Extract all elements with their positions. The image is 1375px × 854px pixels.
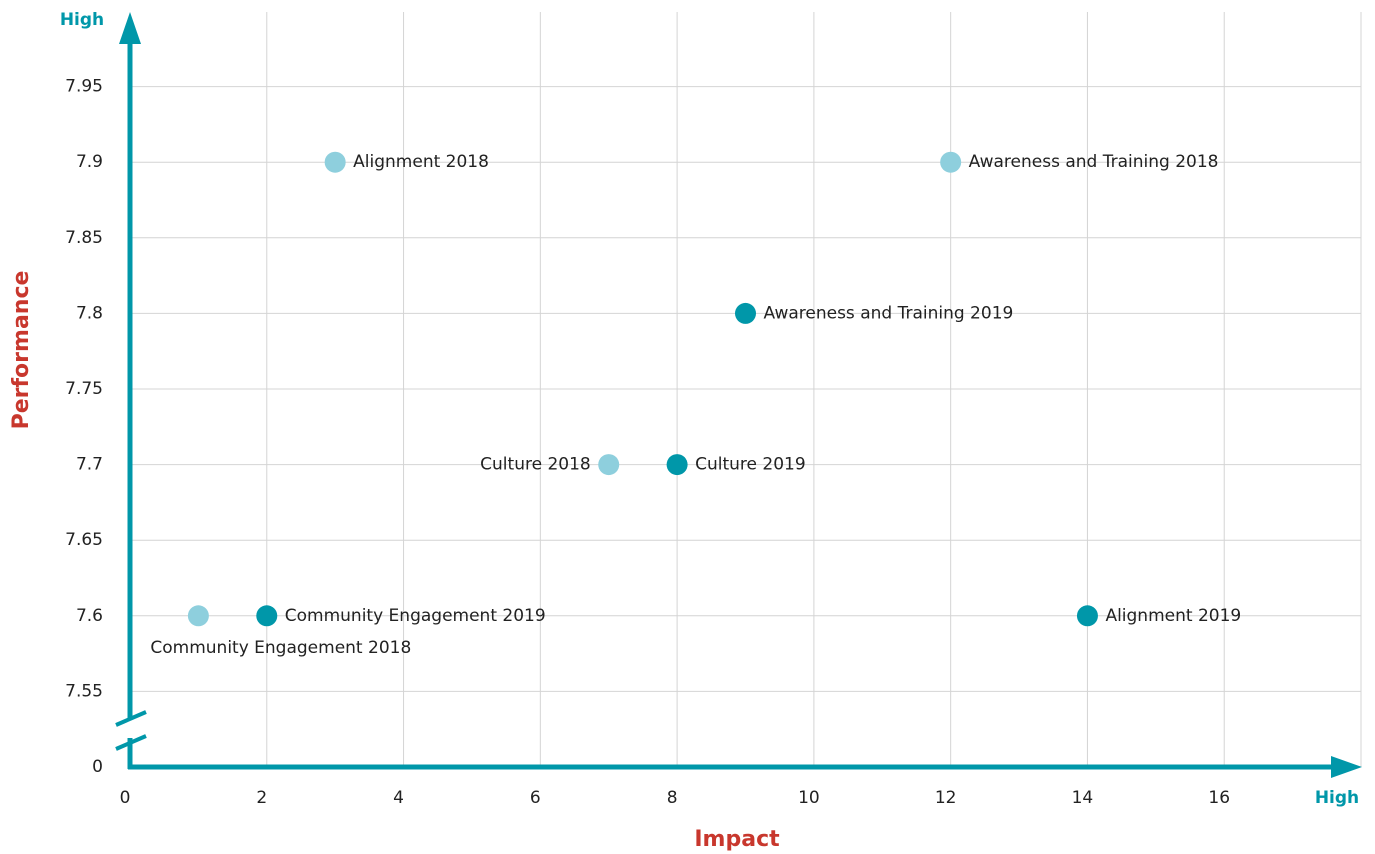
point-label: Community Engagement 2019 (285, 606, 546, 626)
x-tick-label: 10 (798, 788, 820, 808)
point (324, 151, 346, 173)
y-tick-label: 7.6 (76, 606, 103, 626)
axis-break (115, 710, 147, 727)
point (598, 454, 620, 476)
point-label: Culture 2018 (480, 455, 591, 475)
x-tick-label: 0 (120, 788, 131, 808)
y-tick-label: 7.7 (76, 455, 103, 475)
y-tick-label: 0 (92, 757, 103, 777)
point-label: Awareness and Training 2019 (764, 303, 1014, 323)
y-axis-title: Performance (9, 271, 34, 430)
point-label: Alignment 2018 (353, 152, 489, 172)
point-label: Alignment 2019 (1105, 606, 1241, 626)
y-tick-label: 7.75 (65, 379, 103, 399)
x-axis-title: Impact (694, 827, 780, 852)
point-label: Culture 2019 (695, 455, 806, 475)
y-tick-label: 7.65 (65, 530, 103, 550)
y-tick-label: 7.85 (65, 228, 103, 248)
y-tick-label: 7.55 (65, 681, 103, 701)
x-tick-label: 12 (935, 788, 957, 808)
axis-break-gap (126, 718, 134, 738)
point (256, 605, 278, 627)
point-label: Community Engagement 2018 (150, 638, 411, 658)
y-tick-label: 7.9 (76, 152, 103, 172)
x-end-label: High (1315, 788, 1359, 808)
x-tick-label: 14 (1072, 788, 1094, 808)
y-end-label: High (60, 10, 104, 30)
y-tick-label: 7.95 (65, 77, 103, 97)
point (666, 454, 688, 476)
x-tick-label: 4 (393, 788, 404, 808)
point-label: Awareness and Training 2018 (969, 152, 1219, 172)
x-tick-label: 16 (1208, 788, 1230, 808)
axis-break (115, 734, 147, 751)
x-tick-label: 6 (530, 788, 541, 808)
x-axis-arrow (1331, 756, 1362, 778)
y-tick-label: 7.8 (76, 303, 103, 323)
point (187, 605, 209, 627)
point (1076, 605, 1098, 627)
x-tick-label: 8 (667, 788, 678, 808)
y-axis-arrow (119, 12, 141, 44)
point (940, 151, 962, 173)
point (735, 302, 756, 324)
x-tick-label: 2 (256, 788, 267, 808)
